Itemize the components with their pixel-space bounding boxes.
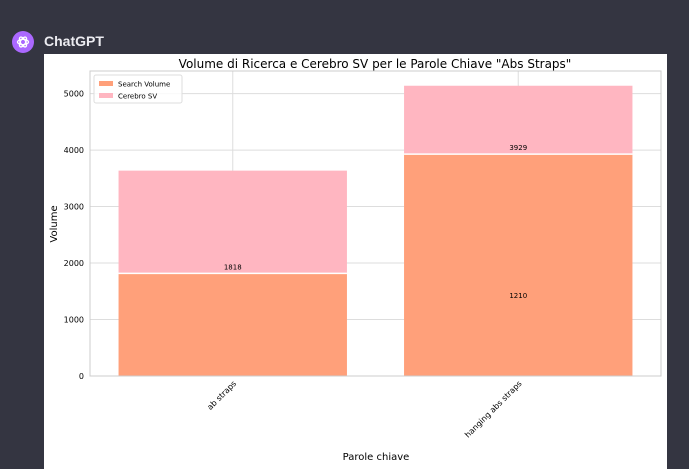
y-tick-label: 5000 bbox=[64, 90, 84, 99]
y-tick-label: 2000 bbox=[64, 259, 84, 268]
y-tick-label: 4000 bbox=[64, 146, 84, 155]
legend-box bbox=[93, 74, 183, 104]
bar-cerebro-sv bbox=[118, 170, 347, 274]
x-tick-label: hanging abs straps bbox=[463, 379, 523, 439]
x-axis-label: Parole chiave bbox=[343, 452, 410, 463]
message-author: ChatGPT bbox=[44, 33, 104, 49]
legend-label: Cerebro SV bbox=[118, 93, 157, 101]
bar-search-volume bbox=[404, 154, 633, 376]
x-tick-label: ab straps bbox=[205, 379, 238, 412]
chart-title: Volume di Ricerca e Cerebro SV per le Pa… bbox=[179, 57, 572, 71]
data-label: 3929 bbox=[509, 144, 527, 152]
bar-chart: Volume di Ricerca e Cerebro SV per le Pa… bbox=[49, 57, 662, 463]
y-tick-label: 1000 bbox=[64, 316, 84, 325]
y-tick-label: 0 bbox=[79, 372, 84, 381]
legend-swatch bbox=[99, 93, 113, 98]
chart-image: Volume di Ricerca e Cerebro SV per le Pa… bbox=[44, 54, 667, 469]
y-axis-label: Volume bbox=[49, 205, 60, 242]
bar-cerebro-sv bbox=[404, 85, 633, 155]
chatgpt-avatar bbox=[12, 31, 34, 53]
bar-search-volume bbox=[118, 273, 347, 376]
openai-logo-icon bbox=[16, 36, 30, 48]
plot-frame bbox=[89, 70, 662, 377]
data-label: 1210 bbox=[509, 292, 527, 300]
legend-swatch bbox=[99, 81, 113, 86]
legend-label: Search Volume bbox=[118, 81, 170, 89]
data-label: 1818 bbox=[224, 263, 242, 271]
y-tick-label: 3000 bbox=[64, 203, 84, 212]
window-top-strip bbox=[0, 0, 689, 20]
